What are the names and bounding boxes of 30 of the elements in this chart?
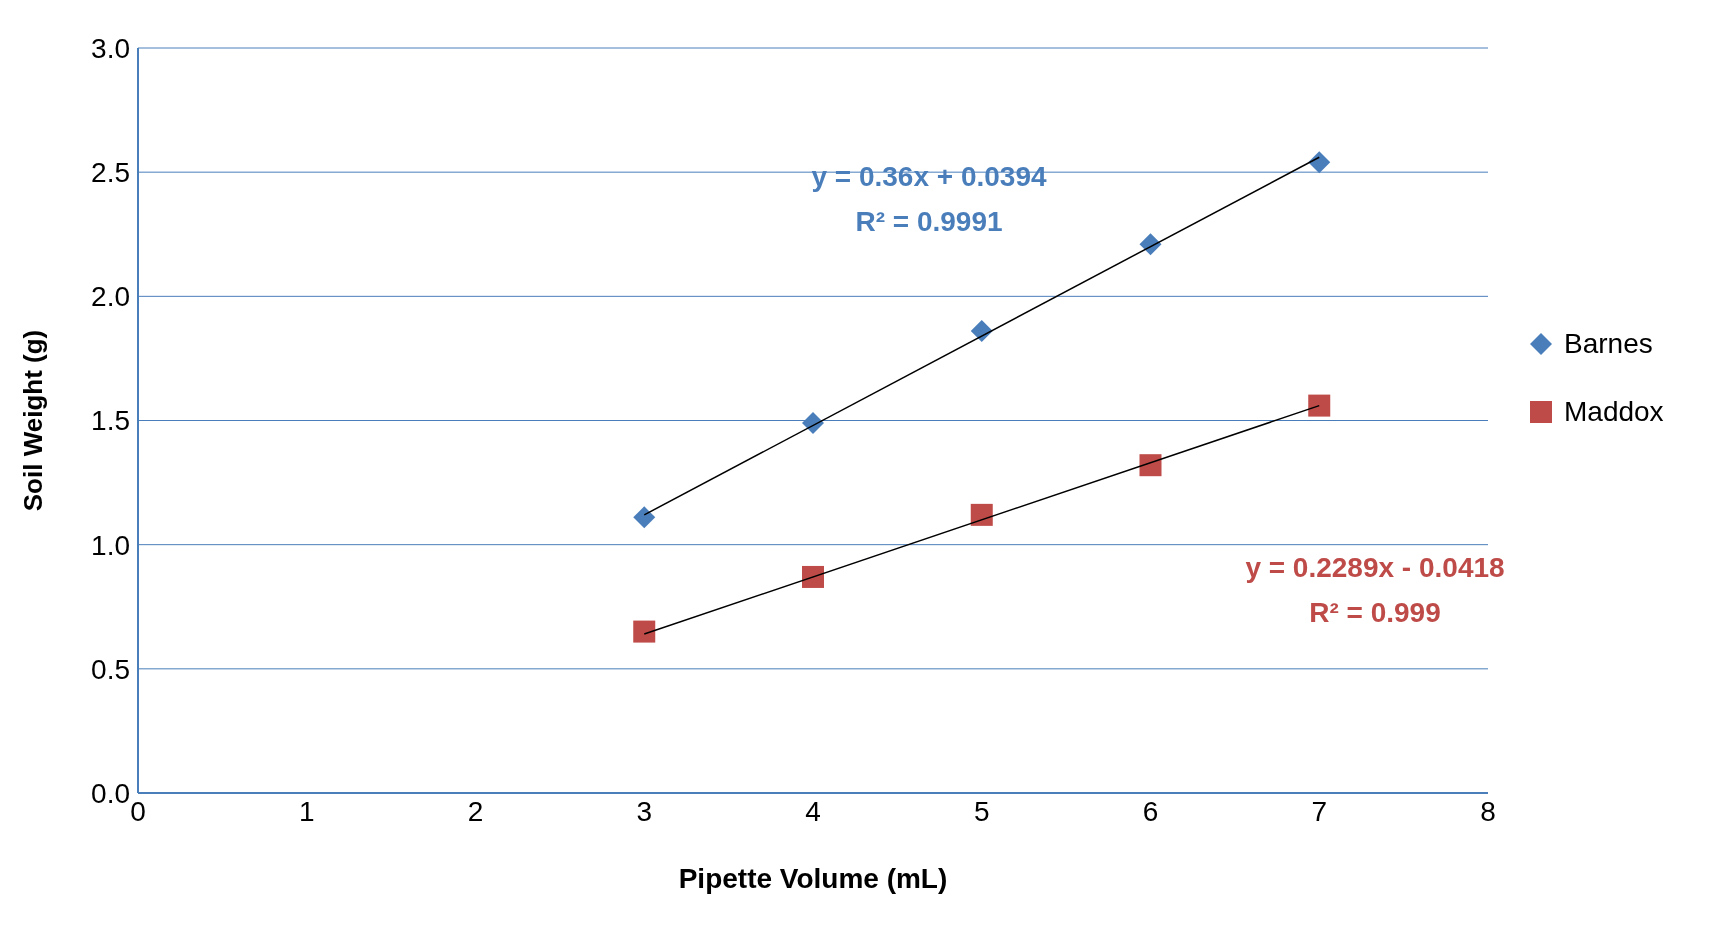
- y-tick-label: 0.0: [91, 777, 130, 809]
- y-tick-label: 3.0: [91, 32, 130, 64]
- point: [802, 565, 824, 588]
- y-tick-label: 2.0: [91, 281, 130, 313]
- point: [1308, 151, 1331, 174]
- x-tick-label: 5: [973, 795, 990, 827]
- legend-label: Barnes: [1564, 328, 1653, 360]
- annotation: R² = 0.9991: [855, 206, 1003, 238]
- point: [633, 506, 656, 529]
- point: [1308, 394, 1331, 417]
- x-tick-label: 6: [1142, 795, 1159, 827]
- point: [1139, 454, 1162, 477]
- x-axis-title: Pipette Volume (mL): [678, 863, 948, 894]
- x-tick-label: 7: [1311, 795, 1328, 827]
- x-tick-label: 2: [467, 795, 484, 827]
- x-tick-label: 0: [130, 795, 146, 827]
- annotation: y = 0.2289x - 0.0418: [1245, 552, 1505, 584]
- y-tick-label: 1.5: [91, 405, 130, 437]
- y-tick-label: 1.0: [91, 529, 130, 561]
- point: [970, 503, 993, 526]
- y-axis-title: Soil Weight (g): [18, 329, 49, 512]
- point: [633, 620, 656, 643]
- y-tick-label: 2.5: [91, 157, 130, 189]
- legend-label: Maddox: [1564, 396, 1664, 428]
- y-tick-label: 0.5: [91, 653, 130, 685]
- x-tick-label: 4: [805, 795, 821, 827]
- x-tick-label: 8: [1480, 795, 1496, 827]
- x-tick-label: 1: [298, 795, 315, 827]
- annotation: R² = 0.999: [1309, 597, 1441, 629]
- x-tick-label: 3: [636, 795, 653, 827]
